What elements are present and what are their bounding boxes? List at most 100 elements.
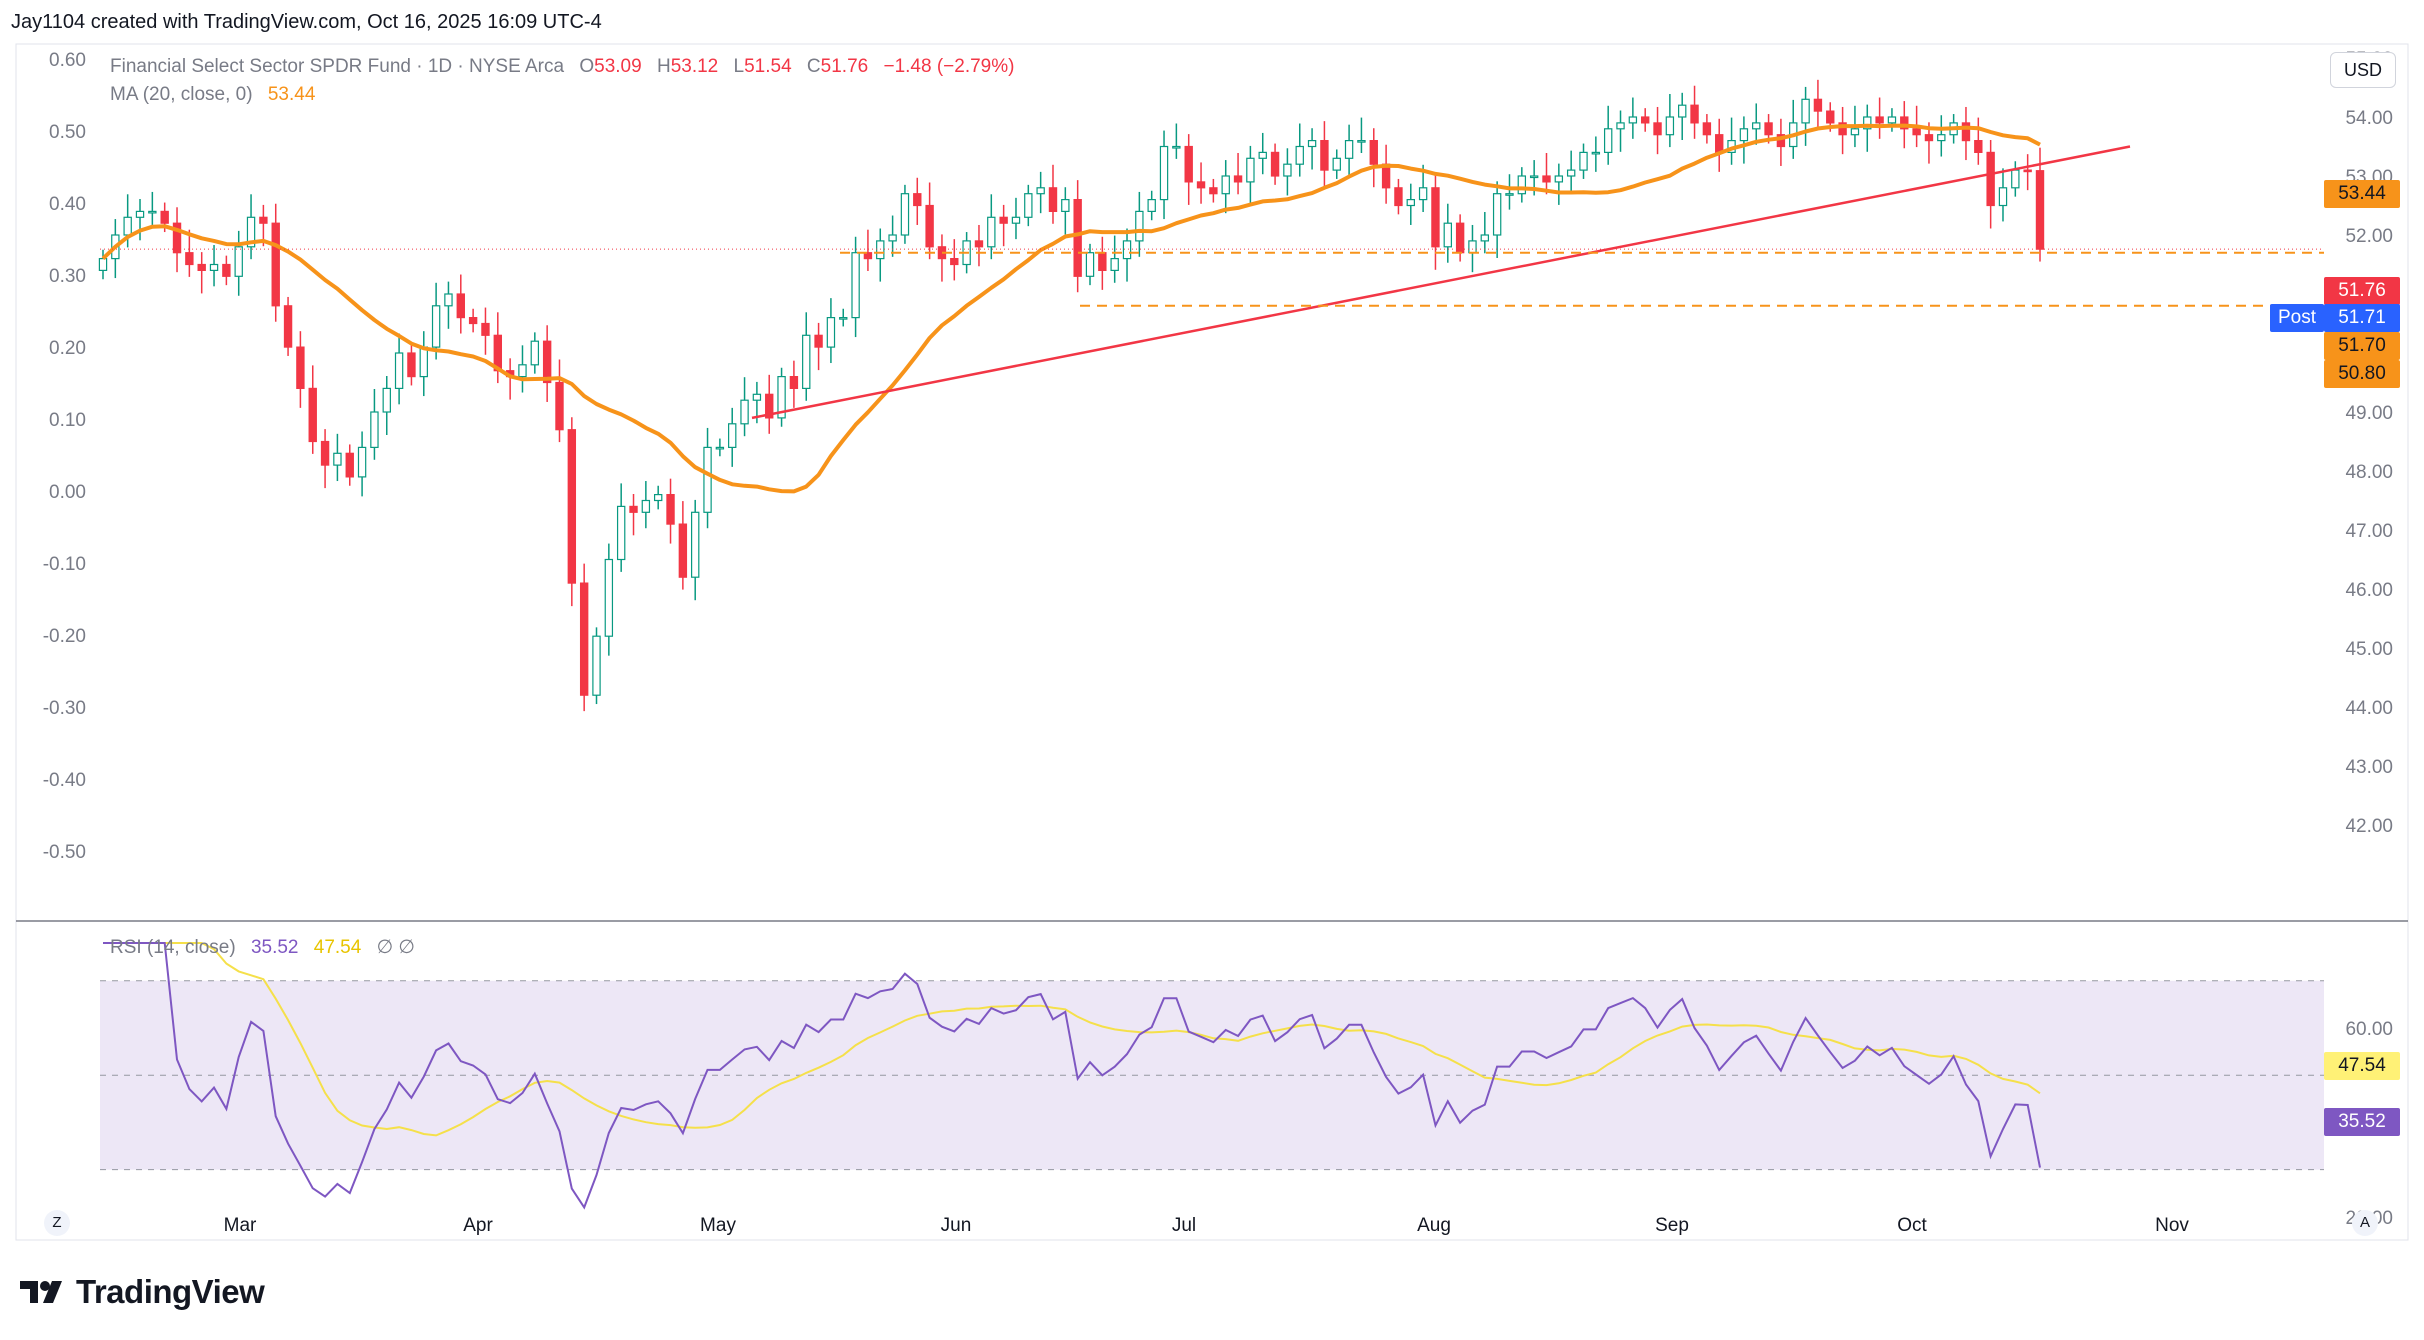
candle-body	[1542, 175, 1551, 183]
left-tick-label: 0.40	[49, 194, 86, 215]
tradingview-logo-icon	[20, 1281, 62, 1303]
rsi-legend: RSI (14, close) 35.52 47.54 ∅ ∅	[110, 936, 415, 959]
candle-body	[222, 263, 231, 277]
left-tick-label: 0.10	[49, 410, 86, 431]
candle-body	[98, 258, 108, 272]
brand-wordmark: TradingView	[76, 1273, 265, 1310]
candle-body	[1764, 122, 1773, 136]
candle-body	[579, 582, 589, 696]
candle-body	[653, 494, 663, 502]
candle-body	[1998, 187, 2008, 207]
candle-body	[1233, 175, 1243, 183]
candle-body	[1875, 116, 1884, 124]
candle-body	[900, 193, 910, 236]
candle-body	[1418, 187, 1428, 201]
candle-body	[1098, 252, 1107, 271]
x-axis-label: Apr	[463, 1215, 493, 1236]
candle-body	[1912, 128, 1921, 136]
rsi-label: RSI (14, close)	[110, 937, 236, 958]
candle-body	[1752, 122, 1761, 130]
low-value: 51.54	[744, 56, 792, 77]
candle-body	[1332, 157, 1341, 171]
candle-body	[123, 216, 132, 236]
chart-frame	[15, 43, 2409, 1241]
x-axis-label: Mar	[224, 1215, 257, 1236]
left-tick-label: -0.20	[43, 626, 86, 647]
candle-body	[863, 252, 873, 260]
close-label: C	[806, 56, 821, 77]
candle-body	[394, 352, 404, 390]
candle-body	[1554, 175, 1564, 183]
candle-body	[691, 511, 700, 578]
close-price-tag: 51.76	[2324, 277, 2400, 305]
left-tick-label: 0.00	[49, 482, 86, 503]
left-tick-label: 0.60	[49, 50, 86, 71]
x-axis-label: Jun	[941, 1215, 972, 1236]
candle-body	[888, 234, 897, 242]
candle-body	[1591, 151, 1601, 155]
candle-body	[789, 376, 799, 390]
candle-body	[1492, 193, 1502, 236]
candle-body	[826, 317, 836, 348]
candle-body	[135, 210, 145, 218]
high-value: 53.12	[670, 56, 719, 77]
candle-body	[444, 293, 453, 307]
candle-body	[1665, 116, 1675, 136]
symbol-title: Financial Select Sector SPDR Fund · 1D ·…	[110, 56, 565, 77]
currency-button[interactable]: USD	[2330, 52, 2396, 88]
symbol-legend: Financial Select Sector SPDR Fund · 1D ·…	[110, 56, 1014, 78]
x-axis-label: Jul	[1172, 1215, 1196, 1236]
candle-body	[1603, 128, 1613, 154]
candle-body	[1653, 122, 1662, 136]
rsi-tick-label: 60.00	[2345, 1019, 2393, 1040]
candle-body	[1283, 163, 1292, 177]
candle-body	[1209, 187, 1218, 195]
candle-body	[987, 216, 996, 248]
candle-body	[1468, 240, 1477, 254]
price-tick-label: 43.00	[2345, 757, 2393, 778]
candle-body	[1085, 252, 1095, 277]
open-label: O	[579, 56, 595, 77]
ma-value: 53.44	[267, 84, 316, 105]
open-value: 53.09	[594, 56, 642, 77]
candle-body	[851, 252, 860, 319]
auto-scale-button[interactable]: A	[2352, 1210, 2378, 1236]
candle-body	[1147, 199, 1156, 213]
price-tick-label: 44.00	[2345, 698, 2393, 719]
ma-price-tag: 53.44	[2324, 180, 2400, 208]
candle-body	[1307, 140, 1317, 148]
candle-body	[752, 393, 762, 401]
zoom-reset-button[interactable]: Z	[44, 1210, 70, 1236]
candle-body	[357, 446, 367, 478]
candle-body	[740, 399, 749, 425]
candle-body	[1357, 140, 1366, 143]
post-label-tag: Post	[2270, 304, 2324, 332]
candle-body	[1640, 116, 1650, 124]
candle-body	[1961, 122, 1971, 142]
candle-body	[1887, 116, 1897, 124]
candle-body	[1937, 134, 1946, 142]
low-label: L	[733, 56, 745, 77]
level2-price-tag: 50.80	[2324, 360, 2400, 388]
candle-body	[1480, 234, 1490, 242]
candle-body	[1172, 145, 1181, 149]
candle-body	[370, 411, 379, 449]
rsi-tag: 35.52	[2324, 1108, 2400, 1136]
candle-body	[234, 246, 243, 277]
rsi-value: 35.52	[250, 937, 299, 958]
price-tick-label: 52.00	[2345, 226, 2393, 247]
candle-body	[1863, 116, 1872, 130]
candle-body	[1715, 134, 1724, 153]
candle-body	[641, 499, 651, 513]
candle-body	[567, 429, 577, 584]
candle-body	[1221, 175, 1230, 195]
candle-body	[1344, 140, 1354, 159]
post-price-tag: 51.71	[2324, 304, 2400, 332]
candle-body	[802, 334, 811, 389]
rsi-band	[100, 980, 2324, 1170]
candle-body	[530, 340, 540, 366]
candle-body	[1517, 175, 1527, 195]
candle-body	[629, 505, 638, 513]
candle-body	[678, 523, 688, 578]
